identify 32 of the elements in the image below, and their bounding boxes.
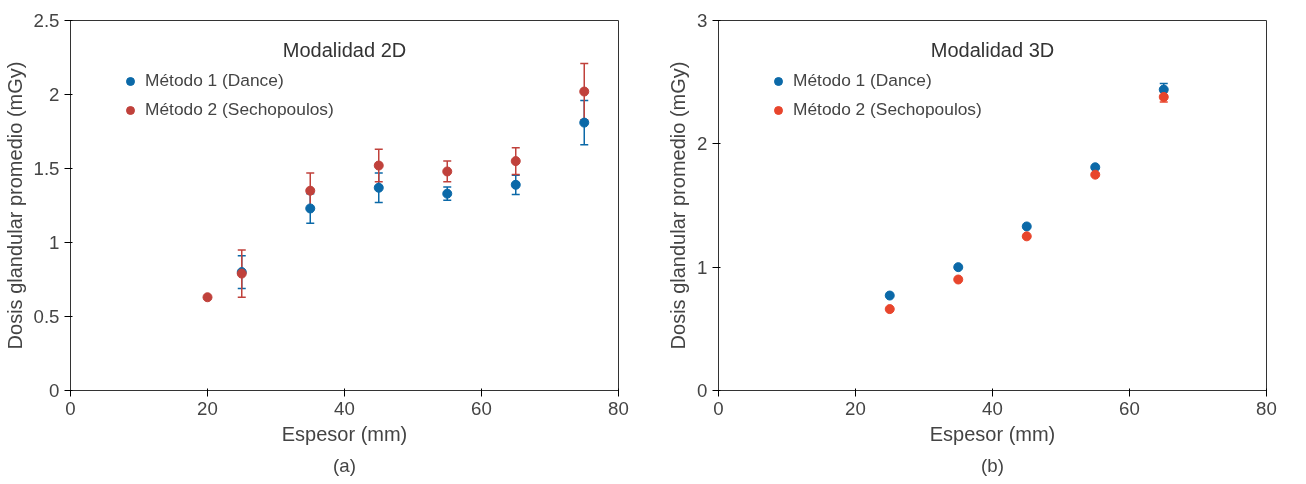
y-tick-label: 2 [697, 133, 708, 155]
text: (b) [981, 454, 1004, 476]
x-tick-label: 0 [65, 397, 76, 419]
legend-label: Método 2 (Sechopoulos) [793, 99, 982, 120]
x-axis-title: Espesor (mm) [929, 422, 1056, 445]
x-tick-label: 40 [334, 397, 355, 419]
x-tick-label: 20 [845, 397, 866, 419]
x-tick-label: 60 [1119, 397, 1140, 419]
legend-label: Método 1 (Dance) [145, 70, 284, 91]
y-tick-label: 0.5 [33, 306, 60, 327]
y-tick-label: 0 [49, 380, 60, 401]
legend-label: Método 2 (Sechopoulos) [145, 99, 334, 120]
text: Modalidad 3D [930, 38, 1055, 61]
x-tick-label: 20 [197, 397, 218, 419]
x-tick-label: 80 [608, 397, 629, 419]
y-tick-label: 3 [697, 10, 708, 31]
x-tick-label: 60 [471, 397, 492, 419]
y-tick-label: 2 [49, 84, 60, 105]
y-axis-title: Dosis glandular promedio (mGy) [667, 61, 690, 350]
text: (a) [333, 454, 356, 476]
y-tick-label: 1 [697, 256, 708, 278]
text: Modalidad 2D [282, 38, 407, 61]
x-tick-label: 40 [982, 397, 1003, 419]
y-axis-title: Dosis glandular promedio (mGy) [3, 61, 26, 350]
x-tick-label: 80 [1256, 397, 1277, 419]
x-tick-label: 0 [713, 397, 724, 419]
y-tick-label: 1.5 [33, 158, 60, 179]
y-tick-label: 0 [697, 380, 708, 401]
legend-label: Método 1 (Dance) [793, 70, 932, 91]
x-axis-title: Espesor (mm) [281, 422, 408, 445]
y-tick-label: 1 [49, 232, 60, 253]
y-tick-label: 2.5 [33, 10, 60, 31]
